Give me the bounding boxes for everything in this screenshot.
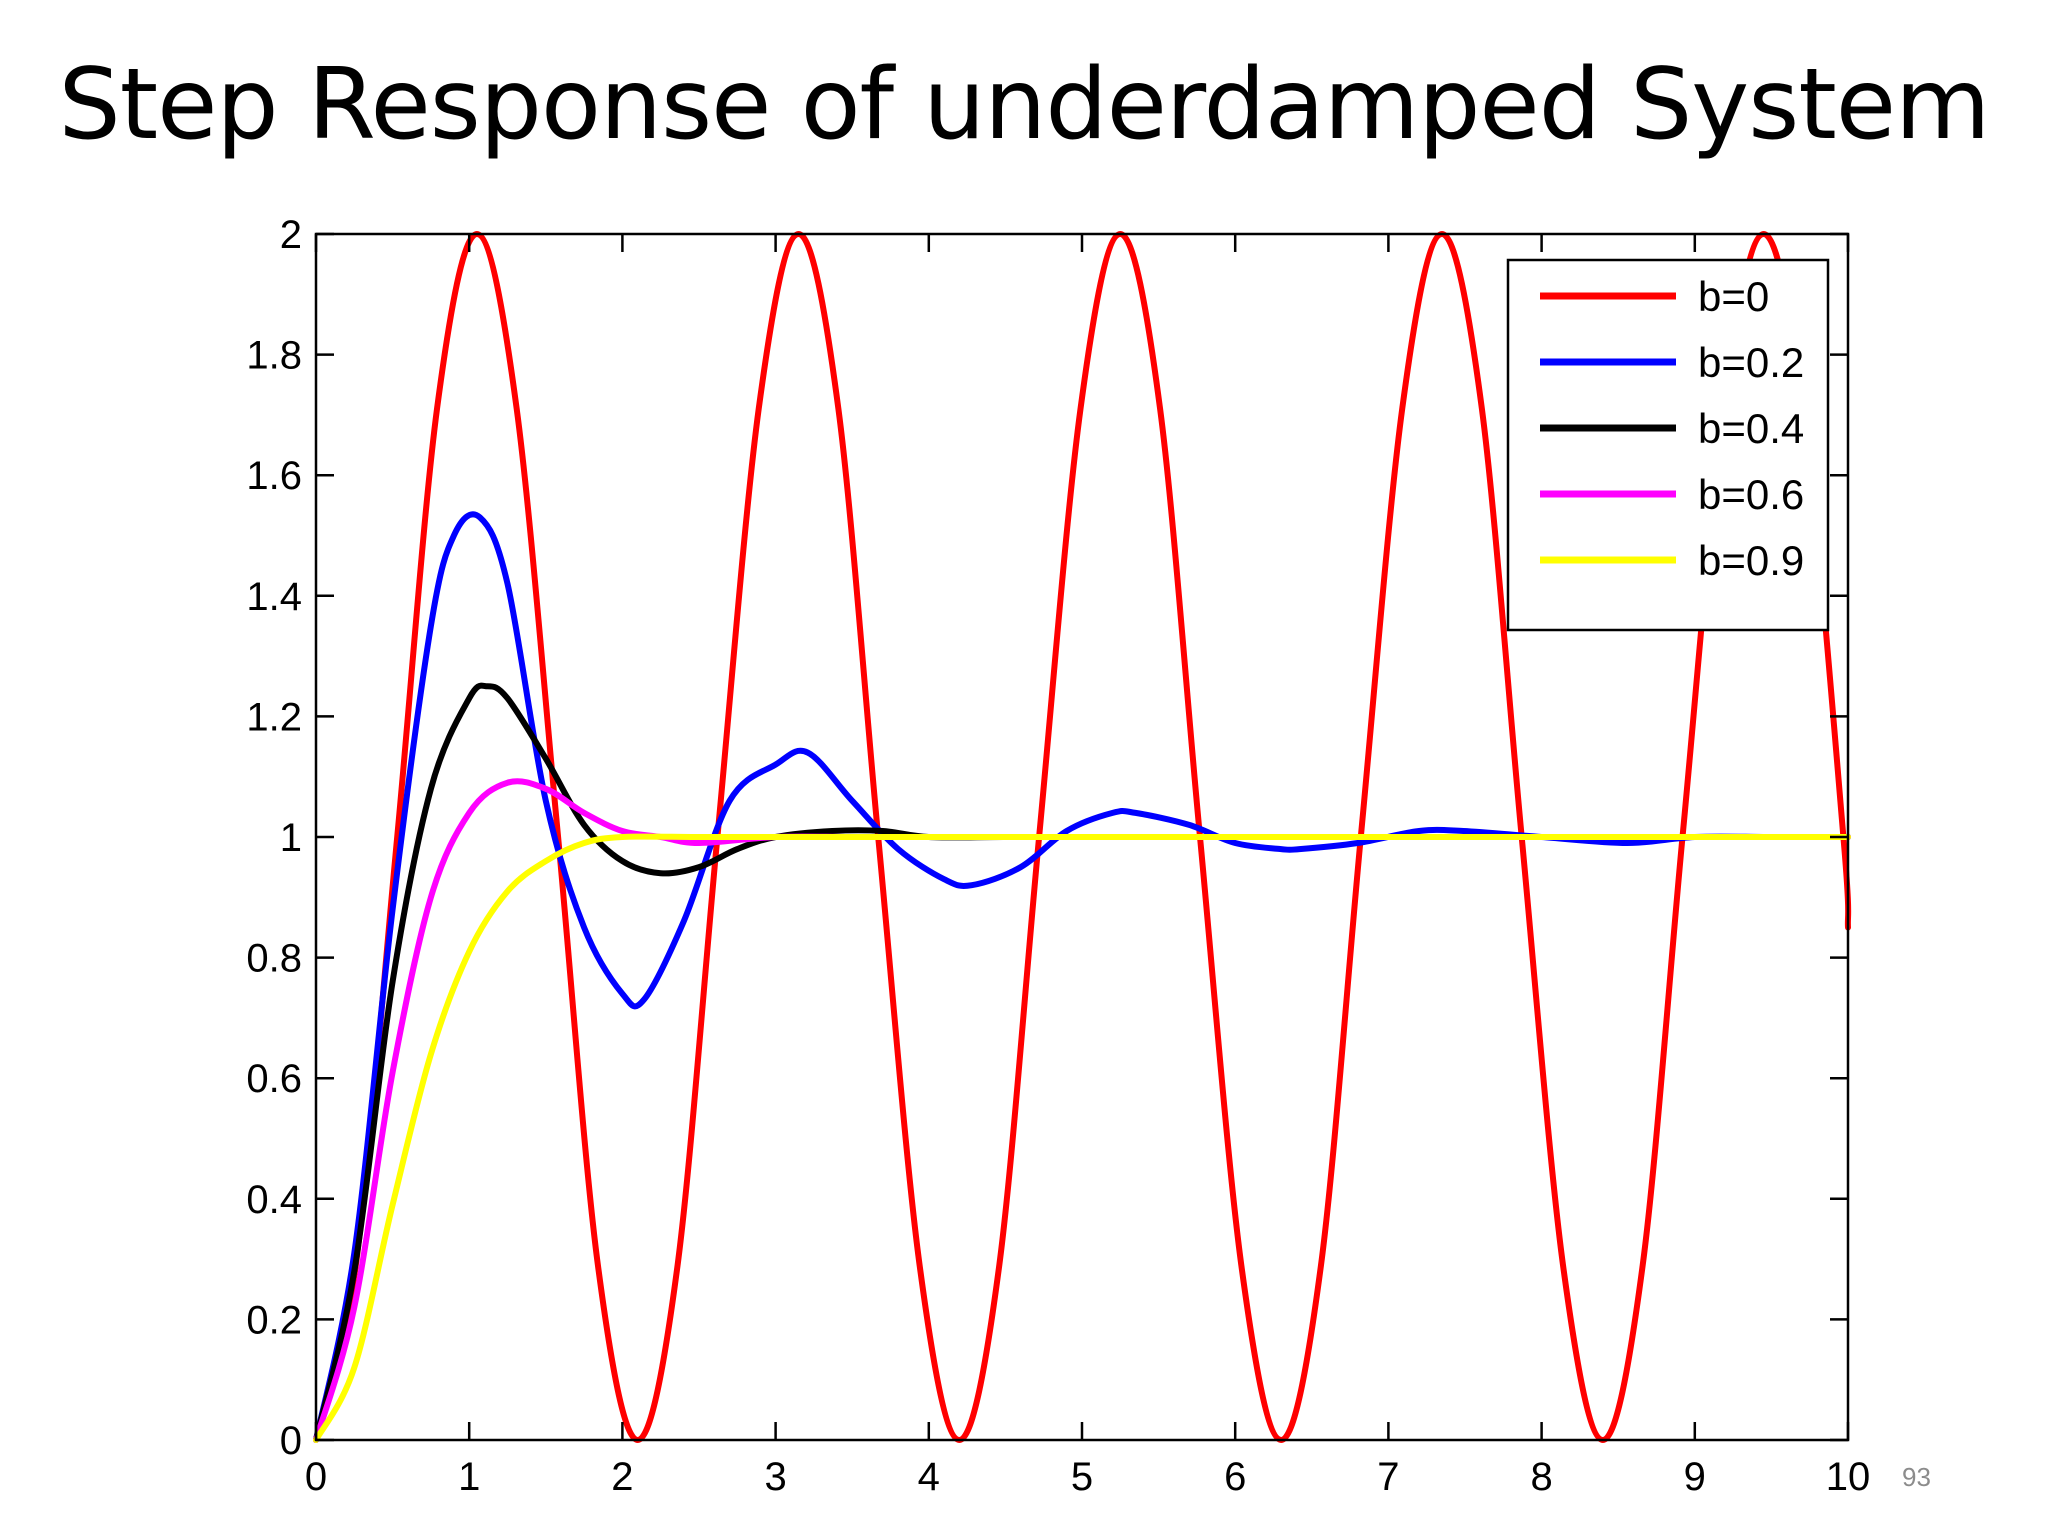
legend-box <box>1506 258 1830 632</box>
x-tick-label: 4 <box>918 1455 940 1499</box>
y-tick-label: 1.6 <box>246 454 302 498</box>
legend-label: b=0.4 <box>1698 405 1804 452</box>
y-tick-label: 1.2 <box>246 695 302 739</box>
legend-label: b=0.9 <box>1698 537 1804 584</box>
page-number: 93 <box>1902 1462 1931 1492</box>
x-tick-label: 6 <box>1224 1455 1246 1499</box>
y-tick-label: 0 <box>280 1419 302 1463</box>
legend-label: b=0.6 <box>1698 471 1804 518</box>
x-tick-label: 0 <box>305 1455 327 1499</box>
legend-label: b=0.2 <box>1698 339 1804 386</box>
slide-title: Step Response of underdamped System <box>58 48 1990 162</box>
y-tick-label: 1.8 <box>246 334 302 378</box>
legend-label: b=0 <box>1698 273 1769 320</box>
x-tick-label: 8 <box>1530 1455 1552 1499</box>
series-line-b-0 <box>313 231 1852 1443</box>
y-tick-label: 1.4 <box>246 575 302 619</box>
x-tick-label: 5 <box>1071 1455 1093 1499</box>
series-line-b-0-9 <box>313 833 1851 1443</box>
x-tick-label: 3 <box>764 1455 786 1499</box>
y-tick-label: 0.4 <box>246 1178 302 1222</box>
x-tick-label: 9 <box>1684 1455 1706 1499</box>
y-tick-label: 2 <box>280 213 302 257</box>
x-tick-label: 1 <box>458 1455 480 1499</box>
y-tick-label: 0.6 <box>246 1057 302 1101</box>
series-line-b-0-2 <box>313 511 1851 1443</box>
y-tick-label: 1 <box>280 816 302 860</box>
y-tick-label: 0.2 <box>246 1298 302 1342</box>
x-tick-label: 2 <box>611 1455 633 1499</box>
y-tick-label: 0.8 <box>246 937 302 981</box>
x-tick-label: 7 <box>1377 1455 1399 1499</box>
x-tick-label: 10 <box>1826 1455 1871 1499</box>
